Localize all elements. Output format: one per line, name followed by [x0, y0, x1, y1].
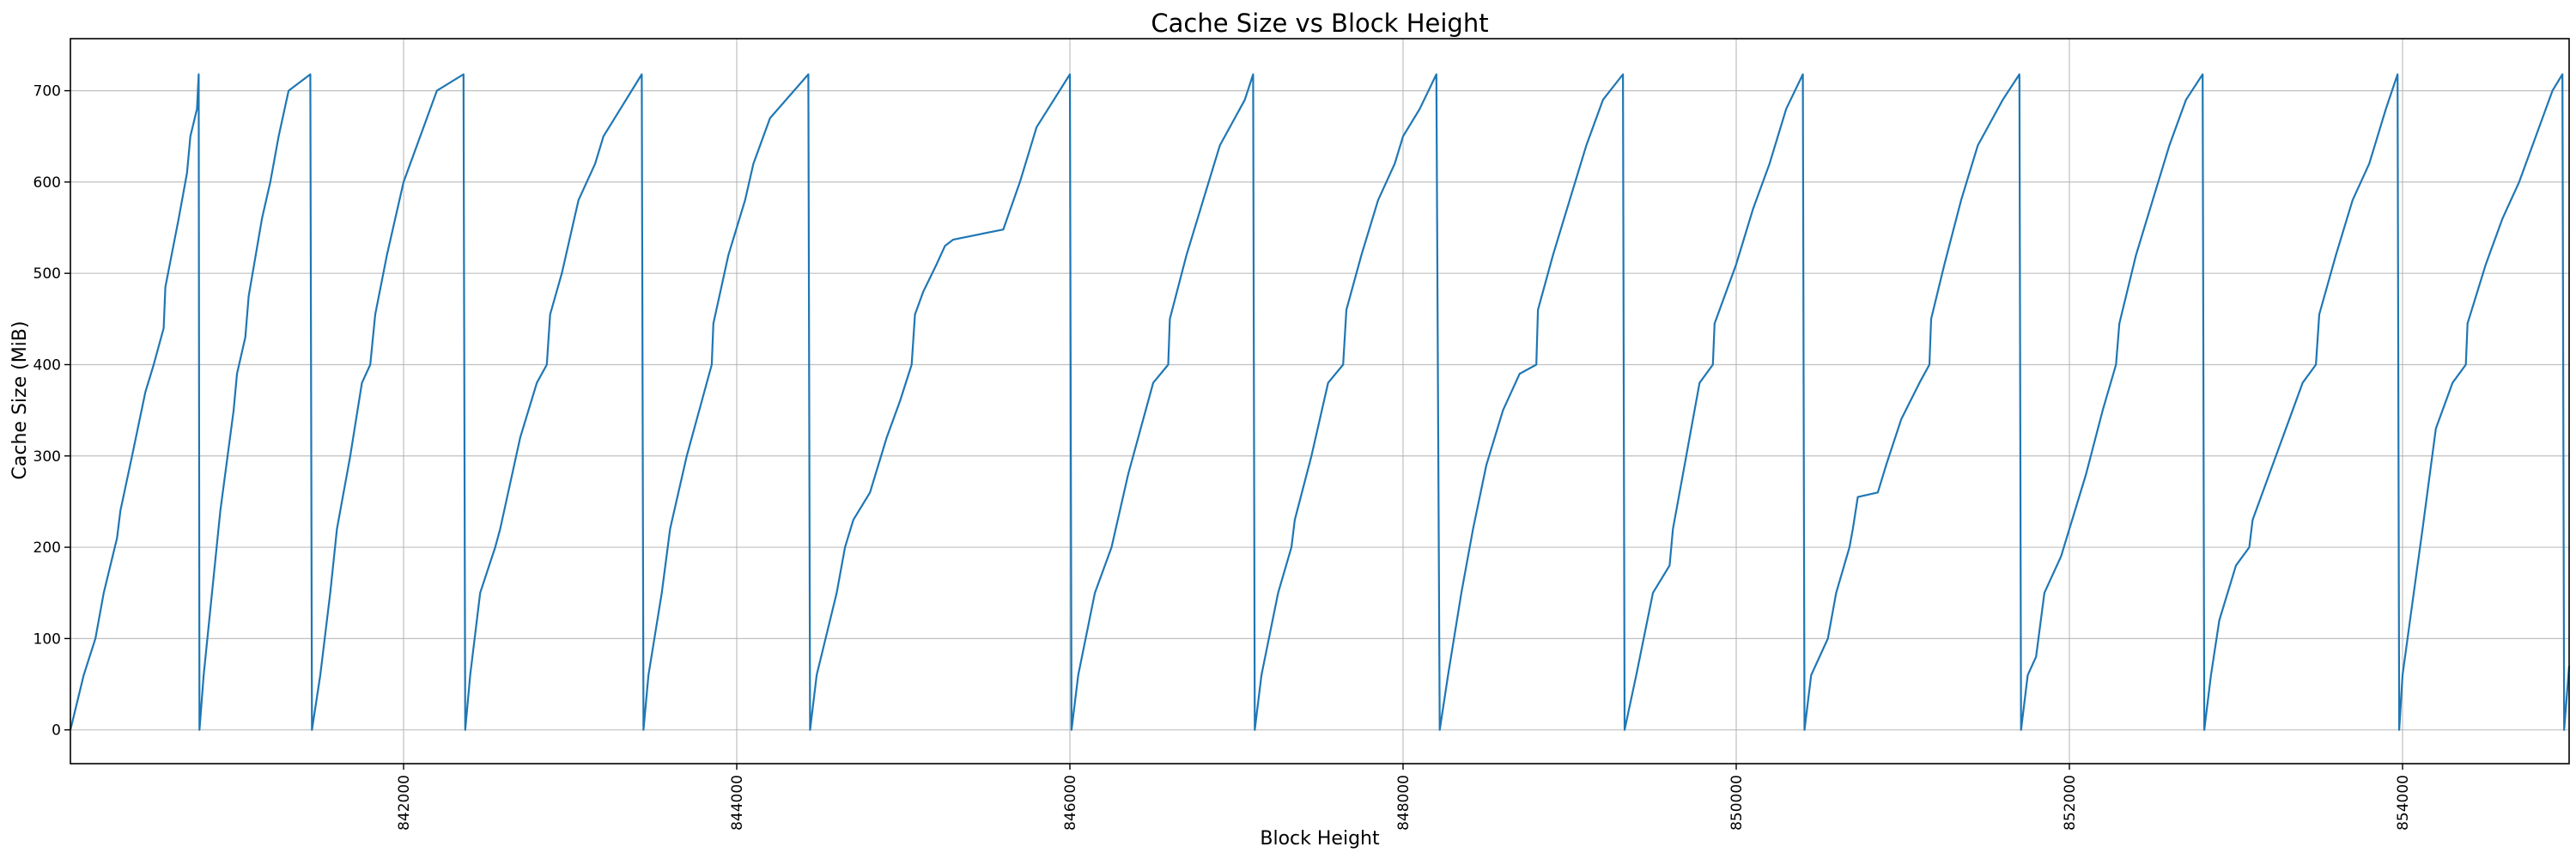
y-tick-label: 200	[33, 539, 61, 557]
y-tick-label: 100	[33, 631, 61, 648]
chart-title: Cache Size vs Block Height	[1151, 9, 1488, 38]
x-tick-label: 844000	[729, 775, 746, 831]
x-tick-label: 842000	[396, 775, 413, 831]
y-tick-label: 0	[52, 722, 61, 740]
grid-lines	[70, 39, 2569, 764]
axis-ticks: 842000 844000 846000 848000 850000 852000 8540…	[33, 83, 2412, 831]
y-tick-label: 600	[33, 174, 61, 192]
y-tick-label: 700	[33, 83, 61, 101]
x-tick-label: 848000	[1395, 775, 1413, 831]
x-tick-label: 852000	[2062, 775, 2079, 831]
series-layer	[69, 73, 2571, 731]
y-tick-label: 300	[33, 448, 61, 466]
x-tick-label: 854000	[2395, 775, 2412, 831]
y-axis-label: Cache Size (MiB)	[9, 321, 31, 480]
y-tick-label: 500	[33, 265, 61, 283]
plot-frame	[70, 38, 2570, 765]
x-tick-label: 846000	[1062, 775, 1079, 831]
x-tick-label: 850000	[1728, 775, 1746, 831]
x-axis-label: Block Height	[1260, 828, 1380, 850]
cache-size-line	[69, 73, 2571, 731]
y-tick-label: 400	[33, 356, 61, 374]
